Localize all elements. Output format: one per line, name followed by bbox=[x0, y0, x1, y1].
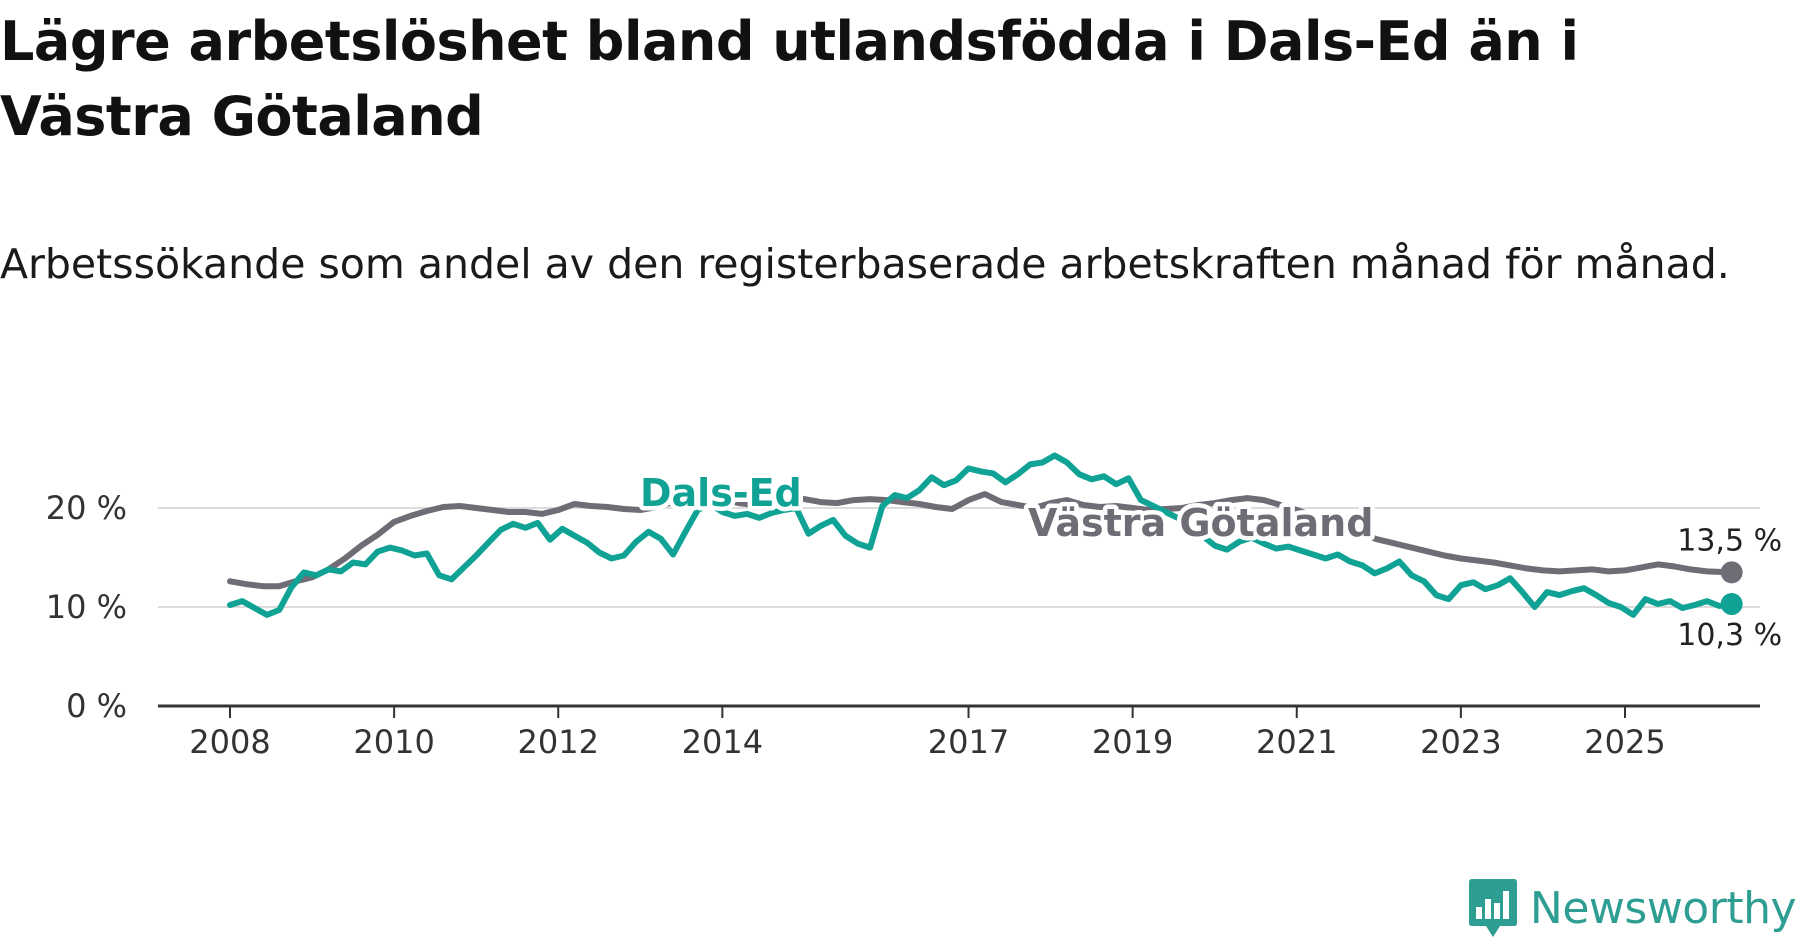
x-tick-label: 2012 bbox=[518, 723, 599, 761]
series-labels: Dals-Ed Västra Götaland 13,5 % 10,3 % bbox=[636, 467, 1786, 657]
series-line-v-stra-g-taland bbox=[227, 491, 1735, 590]
y-tick-label: 10 % bbox=[46, 588, 127, 626]
x-tick-label: 2025 bbox=[1584, 723, 1665, 761]
x-tick-label: 2019 bbox=[1092, 723, 1173, 761]
newsworthy-logo-icon bbox=[1468, 879, 1517, 937]
x-tick-label: 2017 bbox=[928, 723, 1009, 761]
x-tick-label: 2023 bbox=[1420, 723, 1501, 761]
series-line-dals-ed bbox=[227, 452, 1735, 618]
series-lines bbox=[227, 452, 1743, 618]
end-label-vastra-gotaland: 13,5 % bbox=[1677, 523, 1782, 558]
newsworthy-logo-text: Newsworthy bbox=[1529, 882, 1797, 934]
y-tick-label: 20 % bbox=[46, 489, 127, 527]
axes: 0 % 10 % 20 % 2008 2010 2012 2014 2017 2019 2021 2… bbox=[46, 489, 1760, 761]
x-tick-label: 2008 bbox=[189, 723, 270, 761]
newsworthy-logo[interactable]: Newsworthy bbox=[1468, 868, 1797, 948]
chart-title: Lägre arbetslöshet bland utlandsfödda i … bbox=[0, 10, 1579, 148]
x-tick-label: 2014 bbox=[682, 723, 763, 761]
x-tick-label: 2021 bbox=[1256, 723, 1337, 761]
y-tick-label: 0 % bbox=[66, 687, 127, 725]
end-point-dals-ed bbox=[1720, 593, 1743, 616]
chart-subtitle: Arbetssökande som andel av den registerb… bbox=[0, 240, 1730, 288]
end-label-dals-ed: 10,3 % bbox=[1677, 618, 1782, 653]
series-label-vastra-gotaland: Västra Götaland bbox=[1028, 501, 1373, 545]
x-tick-label: 2010 bbox=[353, 723, 434, 761]
series-label-dals-ed: Dals-Ed bbox=[640, 471, 802, 515]
end-point-v-stra-g-taland bbox=[1720, 561, 1743, 584]
